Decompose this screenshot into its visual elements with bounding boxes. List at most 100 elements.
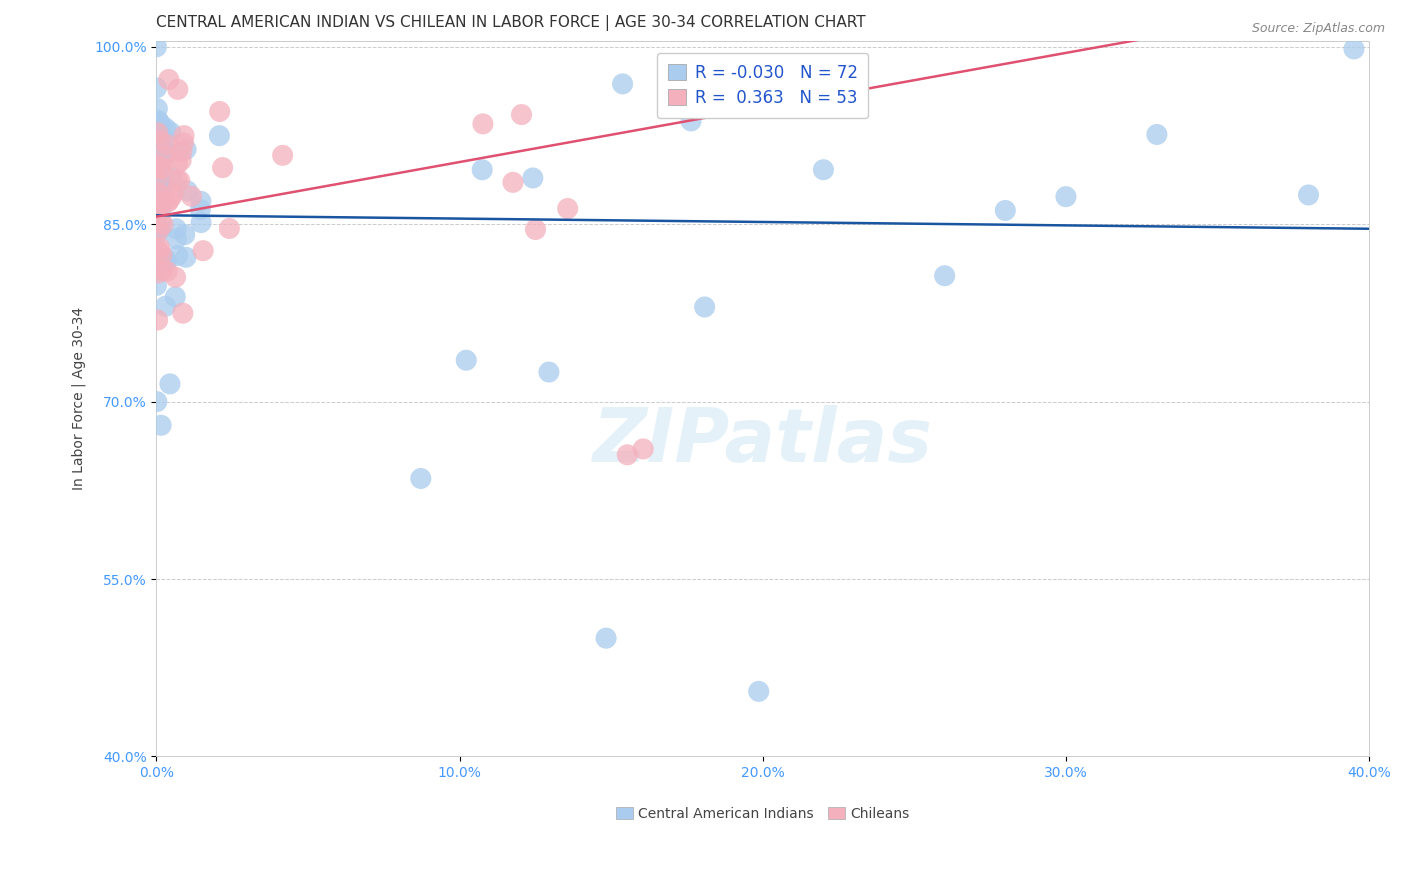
Point [522,171,544,186]
Point [146,126,169,140]
Point [150,262,173,277]
Point [218,221,240,235]
Point [813,162,835,177]
Point [146,219,169,234]
Point [1054,189,1077,203]
Point [165,270,187,285]
Point [616,448,638,462]
Point [169,174,191,188]
Point [148,195,170,210]
Point [471,162,494,177]
Point [172,136,194,150]
Point [146,172,169,186]
Point [170,153,193,168]
Point [208,104,231,119]
Point [146,145,169,160]
Point [148,204,170,219]
Point [149,116,172,130]
Point [471,117,494,131]
Point [190,202,212,217]
Point [748,684,770,698]
Point [155,252,177,267]
Point [148,224,170,238]
Point [159,376,181,391]
Point [149,221,172,235]
Text: Source: ZipAtlas.com: Source: ZipAtlas.com [1251,22,1385,36]
Point [149,213,172,227]
Point [156,137,179,152]
Text: ZIPatlas: ZIPatlas [593,405,932,478]
Point [145,117,167,131]
Point [681,103,703,118]
Point [170,145,193,159]
Point [165,290,187,304]
Point [190,215,212,229]
Point [155,299,177,313]
Point [155,149,177,163]
Point [145,278,167,293]
Point [148,266,170,280]
Point [156,145,179,160]
Point [153,131,176,145]
Point [456,353,478,368]
Point [631,442,654,456]
Point [155,145,177,159]
Point [157,194,180,208]
Point [146,102,169,116]
Point [145,199,167,213]
Point [146,186,169,200]
Point [409,471,432,485]
Point [172,306,194,320]
Point [150,161,173,176]
Point [994,203,1017,218]
Point [166,157,188,171]
Point [152,177,174,191]
Point [146,313,169,327]
Point [145,81,167,95]
Point [524,222,547,236]
Point [557,202,579,216]
Point [1298,188,1320,202]
Point [146,158,169,172]
Point [152,218,174,232]
Legend: Central American Indians, Chileans: Central American Indians, Chileans [612,803,914,825]
Point [146,193,169,207]
Point [150,180,173,194]
Point [502,175,524,189]
Point [208,128,231,143]
Point [1343,42,1365,56]
Point [150,161,173,176]
Point [146,153,169,167]
Point [160,190,183,204]
Point [173,128,195,143]
Point [510,107,533,121]
Point [146,241,169,255]
Point [211,161,233,175]
Point [155,121,177,136]
Point [145,185,167,199]
Point [145,203,167,218]
Point [162,186,184,201]
Point [174,250,197,264]
Point [146,157,169,171]
Point [159,125,181,139]
Point [148,133,170,147]
Point [537,365,560,379]
Point [150,418,173,433]
Point [145,39,167,54]
Point [149,195,172,210]
Point [152,253,174,268]
Point [150,119,173,133]
Point [190,194,212,209]
Point [148,159,170,173]
Point [145,259,167,273]
Point [150,196,173,211]
Point [180,189,202,203]
Point [145,173,167,187]
Point [150,201,173,215]
Point [166,82,188,96]
Point [166,248,188,262]
Point [156,264,179,278]
Point [612,77,634,91]
Point [148,245,170,260]
